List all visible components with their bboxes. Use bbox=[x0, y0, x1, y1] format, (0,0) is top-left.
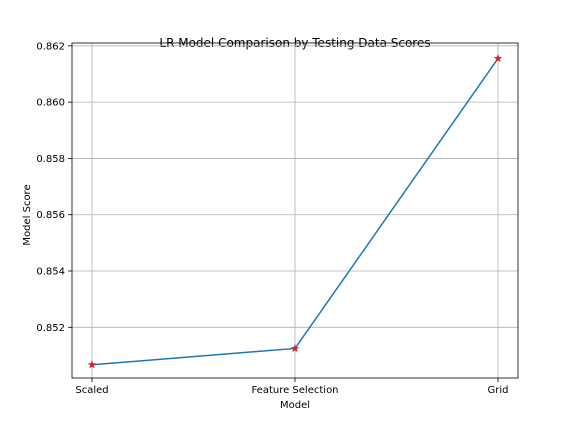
series-layer bbox=[87, 53, 503, 369]
x-gridlines bbox=[91, 43, 499, 378]
y-tick-label: 0.856 bbox=[36, 210, 65, 221]
y-tick-label: 0.854 bbox=[36, 267, 65, 278]
x-axis-title: Model bbox=[280, 400, 310, 411]
x-tick-label: Feature Selection bbox=[251, 385, 338, 396]
y-tick-label: 0.862 bbox=[36, 41, 65, 52]
data-point-marker bbox=[290, 343, 300, 353]
x-tick-label: Scaled bbox=[75, 385, 108, 396]
y-axis-title: Model Score bbox=[22, 184, 33, 245]
data-point-marker bbox=[87, 360, 97, 369]
y-tick-label: 0.852 bbox=[36, 323, 65, 334]
y-axis: 0.852 0.854 0.856 0.858 0.860 0.862 bbox=[36, 41, 72, 334]
y-tick-label: 0.858 bbox=[36, 154, 65, 165]
y-gridlines bbox=[72, 45, 518, 328]
x-axis: Scaled Feature Selection Grid bbox=[75, 378, 509, 396]
x-tick-label: Grid bbox=[488, 385, 509, 396]
y-tick-label: 0.860 bbox=[36, 98, 65, 109]
data-point-marker bbox=[493, 53, 503, 63]
